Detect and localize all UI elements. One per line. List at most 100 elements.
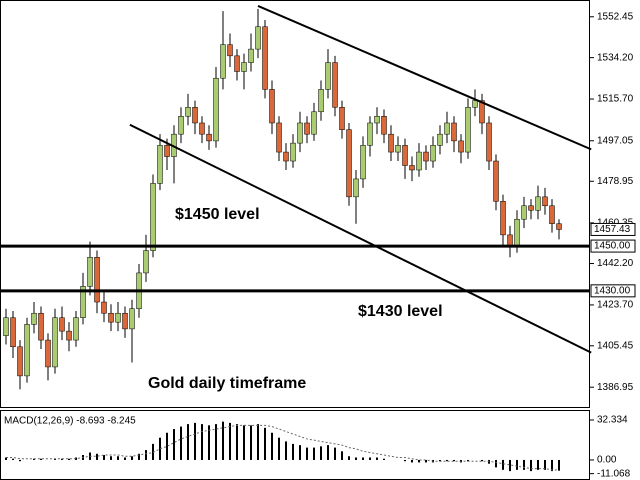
candle-body [122,312,128,330]
candle-body [276,122,282,153]
candle-body [444,122,450,135]
candle-body [367,122,373,146]
price-label-box [590,284,636,298]
y-tick-label: -11.068 [597,468,631,479]
candle-body [73,317,79,341]
candle-body [430,145,436,162]
candle-body [220,44,226,79]
candle-body [80,286,86,318]
candle-body [507,234,513,247]
candle-body [409,165,415,171]
candle-body [297,122,303,144]
candle-body [262,26,268,90]
candle-body [402,145,408,166]
candle-body [346,129,352,198]
candle-body [479,100,485,124]
candle-body [115,312,121,323]
candle-body [423,151,429,162]
candle-body [3,317,9,336]
annotation: Gold daily timeframe [148,375,306,392]
candle-body [178,116,184,135]
candle-body [416,151,422,171]
candle-body [199,122,205,135]
candle-body [514,218,520,247]
candle-body [17,346,23,377]
candle-body [94,257,100,303]
candle-body [101,301,107,314]
candle-body [213,77,219,142]
candle-body [486,122,492,162]
candle-body [535,196,541,211]
candle-body [332,62,338,108]
candle-body [360,145,366,180]
candle-body [458,140,464,153]
candle-body [465,107,471,153]
candle-body [38,312,44,341]
annotation: $1430 level [358,303,443,320]
y-tick-label: 1442.20 [597,258,634,269]
candle-body [521,205,527,220]
candle-body [87,257,93,287]
candle-body [395,145,401,153]
candle-body [45,339,51,368]
main-frame [0,0,590,408]
price-label-box [590,222,636,236]
price-label: 1450.00 [594,241,631,252]
price-label-box [590,239,636,253]
candle-body [66,330,72,341]
candle-body [108,312,114,323]
candle-body [248,48,254,63]
candle-body [381,116,387,135]
trendline [129,123,592,354]
candle-body [227,44,233,57]
candle-body [339,107,345,130]
candle-body [388,133,394,153]
candle-body [59,317,65,332]
candle-body [542,196,548,207]
candle-body [129,308,135,330]
y-tick-label: 1515.70 [597,94,634,105]
candle-body [234,55,240,72]
candle-body [157,145,163,184]
trendline [257,5,592,151]
candle-body [185,107,191,117]
annotation: $1450 level [175,206,260,223]
price-label: 1457.43 [594,224,631,235]
candle-body [206,133,212,142]
y-tick-label: 32.334 [597,415,628,426]
candle-body [556,223,562,230]
candle-body [437,133,443,146]
macd-title: MACD(12,26,9) -8.693 -8.245 [4,416,136,427]
candle-body [304,122,310,135]
candle-body [241,62,247,72]
candle-body [24,324,30,377]
candle-body [325,62,331,90]
candle-body [255,26,261,50]
candle-body [52,317,58,368]
candle-body [164,145,170,157]
candle-body [493,160,499,202]
candle-body [269,89,275,124]
candle-body [150,183,156,251]
candle-body [318,89,324,113]
y-tick-label: 1423.70 [597,300,634,311]
candle-body [472,100,478,108]
candle-body [311,111,317,135]
candle-body [374,116,380,124]
candle-body [10,317,16,348]
candle-body [549,205,555,224]
y-tick-label: 1534.20 [597,52,634,63]
y-tick-label: 1386.95 [597,382,634,393]
signal-line [6,424,560,471]
candle-body [192,107,198,124]
candle-body [143,250,149,274]
candle-body [451,122,457,142]
candle-body [31,312,37,325]
candle-body [283,151,289,162]
y-tick-label: 0.00 [597,455,617,466]
price-label: 1430.00 [594,285,631,296]
y-tick-label: 1478.95 [597,176,634,187]
y-tick-label: 1552.45 [597,11,634,22]
candle-body [290,142,296,162]
